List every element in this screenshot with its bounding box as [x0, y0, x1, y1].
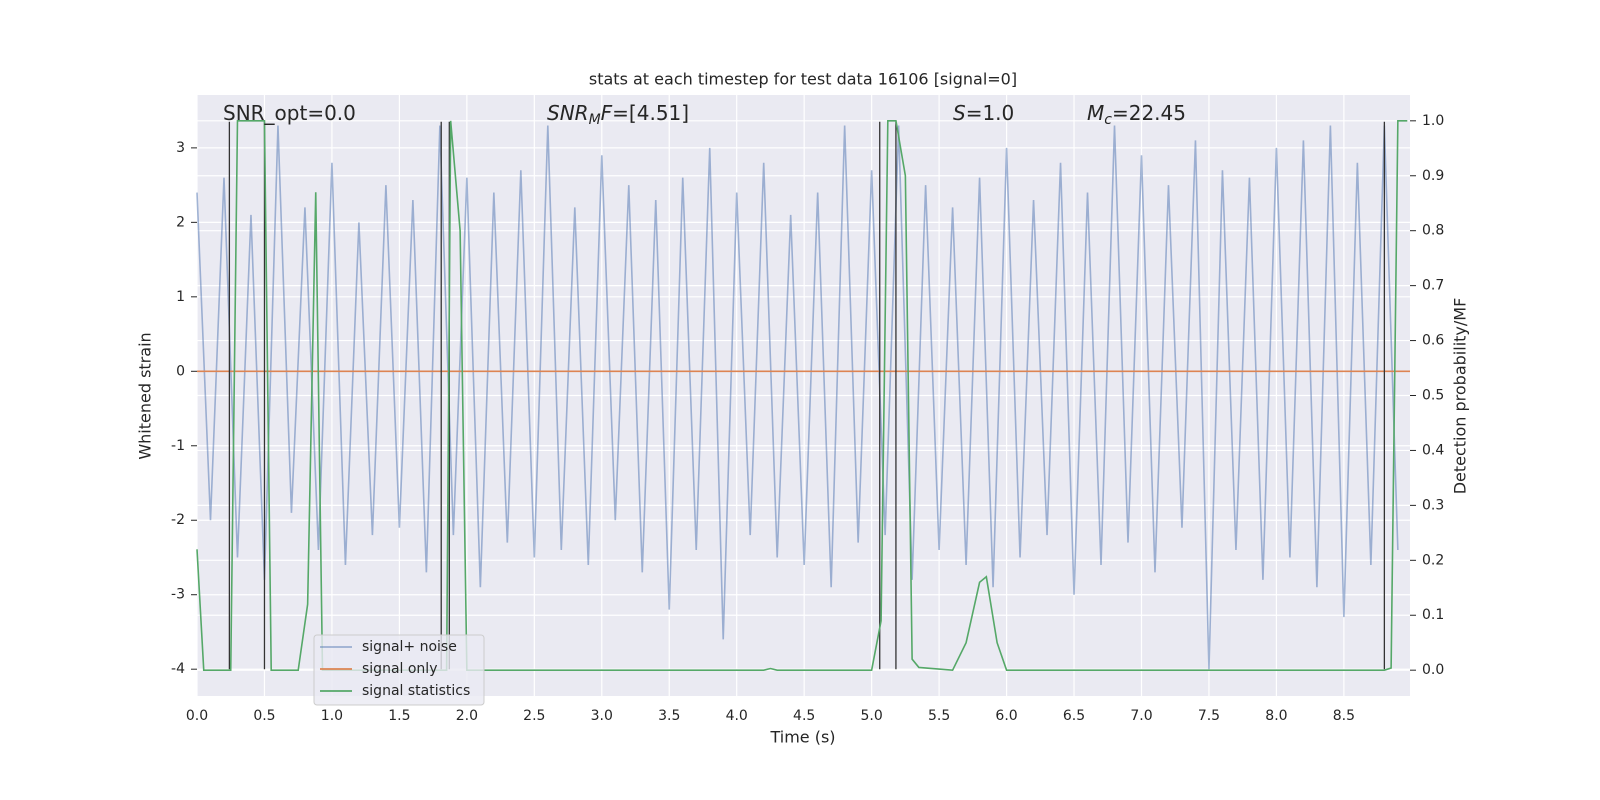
x-tick-label: 0.0 — [186, 708, 208, 724]
y2-tick-label: 0.5 — [1422, 388, 1444, 404]
annotation-part: M — [589, 112, 601, 128]
annotation-part: =1.0 — [966, 101, 1015, 125]
x-tick-label: 0.5 — [253, 708, 275, 724]
annotation-part: SNR_opt=0.0 — [223, 101, 356, 125]
annotation-part: F — [601, 101, 613, 125]
legend-label: signal statistics — [362, 683, 470, 699]
x-tick-label: 8.0 — [1265, 708, 1287, 724]
x-tick-label: 1.0 — [321, 708, 343, 724]
x-tick-label: 6.5 — [1063, 708, 1085, 724]
y-axis-label: Whitened strain — [136, 332, 155, 459]
y-tick-label: -2 — [171, 512, 185, 528]
x-tick-label: 2.5 — [523, 708, 545, 724]
x-tick-label: 3.5 — [658, 708, 680, 724]
x-tick-label: 5.0 — [861, 708, 883, 724]
y2-tick-label: 0.6 — [1422, 333, 1444, 349]
x-tick-label: 8.5 — [1333, 708, 1355, 724]
y-tick-label: -1 — [171, 438, 185, 454]
y2-tick-label: 1.0 — [1422, 113, 1444, 129]
chart-title: stats at each timestep for test data 161… — [589, 70, 1017, 89]
annotation: SNRMF=[4.51] — [547, 101, 689, 129]
legend-label: signal only — [362, 661, 437, 677]
x-tick-label: 7.0 — [1130, 708, 1152, 724]
annotation-part: =[4.51] — [612, 101, 689, 125]
y2-axis-label: Detection probability/MF — [1451, 298, 1470, 495]
y-tick-label: 2 — [176, 214, 185, 230]
y2-tick-label: 0.9 — [1422, 168, 1444, 184]
annotation-part: M — [1087, 101, 1104, 125]
y2-tick-label: 0.1 — [1422, 607, 1444, 623]
annotation-part: SNR — [547, 101, 589, 125]
y-tick-label: -3 — [171, 587, 185, 603]
x-tick-label: 6.0 — [995, 708, 1017, 724]
legend-label: signal+ noise — [362, 639, 457, 655]
series-line — [196, 125, 1399, 670]
annotation-part: c — [1104, 112, 1112, 128]
x-tick-label: 4.0 — [726, 708, 748, 724]
legend-box — [313, 634, 485, 706]
y-tick-label: -4 — [171, 661, 185, 677]
annotation: S=1.0 — [953, 101, 1014, 125]
y2-tick-label: 0.7 — [1422, 278, 1444, 294]
x-tick-label: 4.5 — [793, 708, 815, 724]
y-tick-label: 0 — [176, 363, 185, 379]
y-tick-label: 1 — [176, 289, 185, 305]
annotation-part: S — [953, 101, 966, 125]
y-tick-label: 3 — [176, 140, 185, 156]
y2-tick-label: 0.0 — [1422, 662, 1444, 678]
x-tick-label: 7.5 — [1198, 708, 1220, 724]
y2-tick-label: 0.2 — [1422, 552, 1444, 568]
x-tick-label: 1.5 — [388, 708, 410, 724]
y2-tick-label: 0.4 — [1422, 442, 1444, 458]
x-tick-label: 3.0 — [591, 708, 613, 724]
x-axis-label: Time (s) — [769, 728, 835, 747]
marks — [196, 120, 1410, 672]
annotation-part: =22.45 — [1112, 101, 1186, 125]
y2-tick-label: 0.3 — [1422, 497, 1444, 513]
annotation: SNR_opt=0.0 — [223, 101, 356, 125]
series-line — [196, 120, 1408, 672]
labels: 0.0 0.5 1.0 1.5 2.0 2.5 3.0 3.5 4.0 4.5 5.0 5.5 6.0 6… — [171, 101, 1444, 725]
x-tick-label: 2.0 — [456, 708, 478, 724]
annotation: Mc=22.45 — [1087, 101, 1186, 129]
x-tick-label: 5.5 — [928, 708, 950, 724]
y2-tick-label: 0.8 — [1422, 223, 1444, 239]
